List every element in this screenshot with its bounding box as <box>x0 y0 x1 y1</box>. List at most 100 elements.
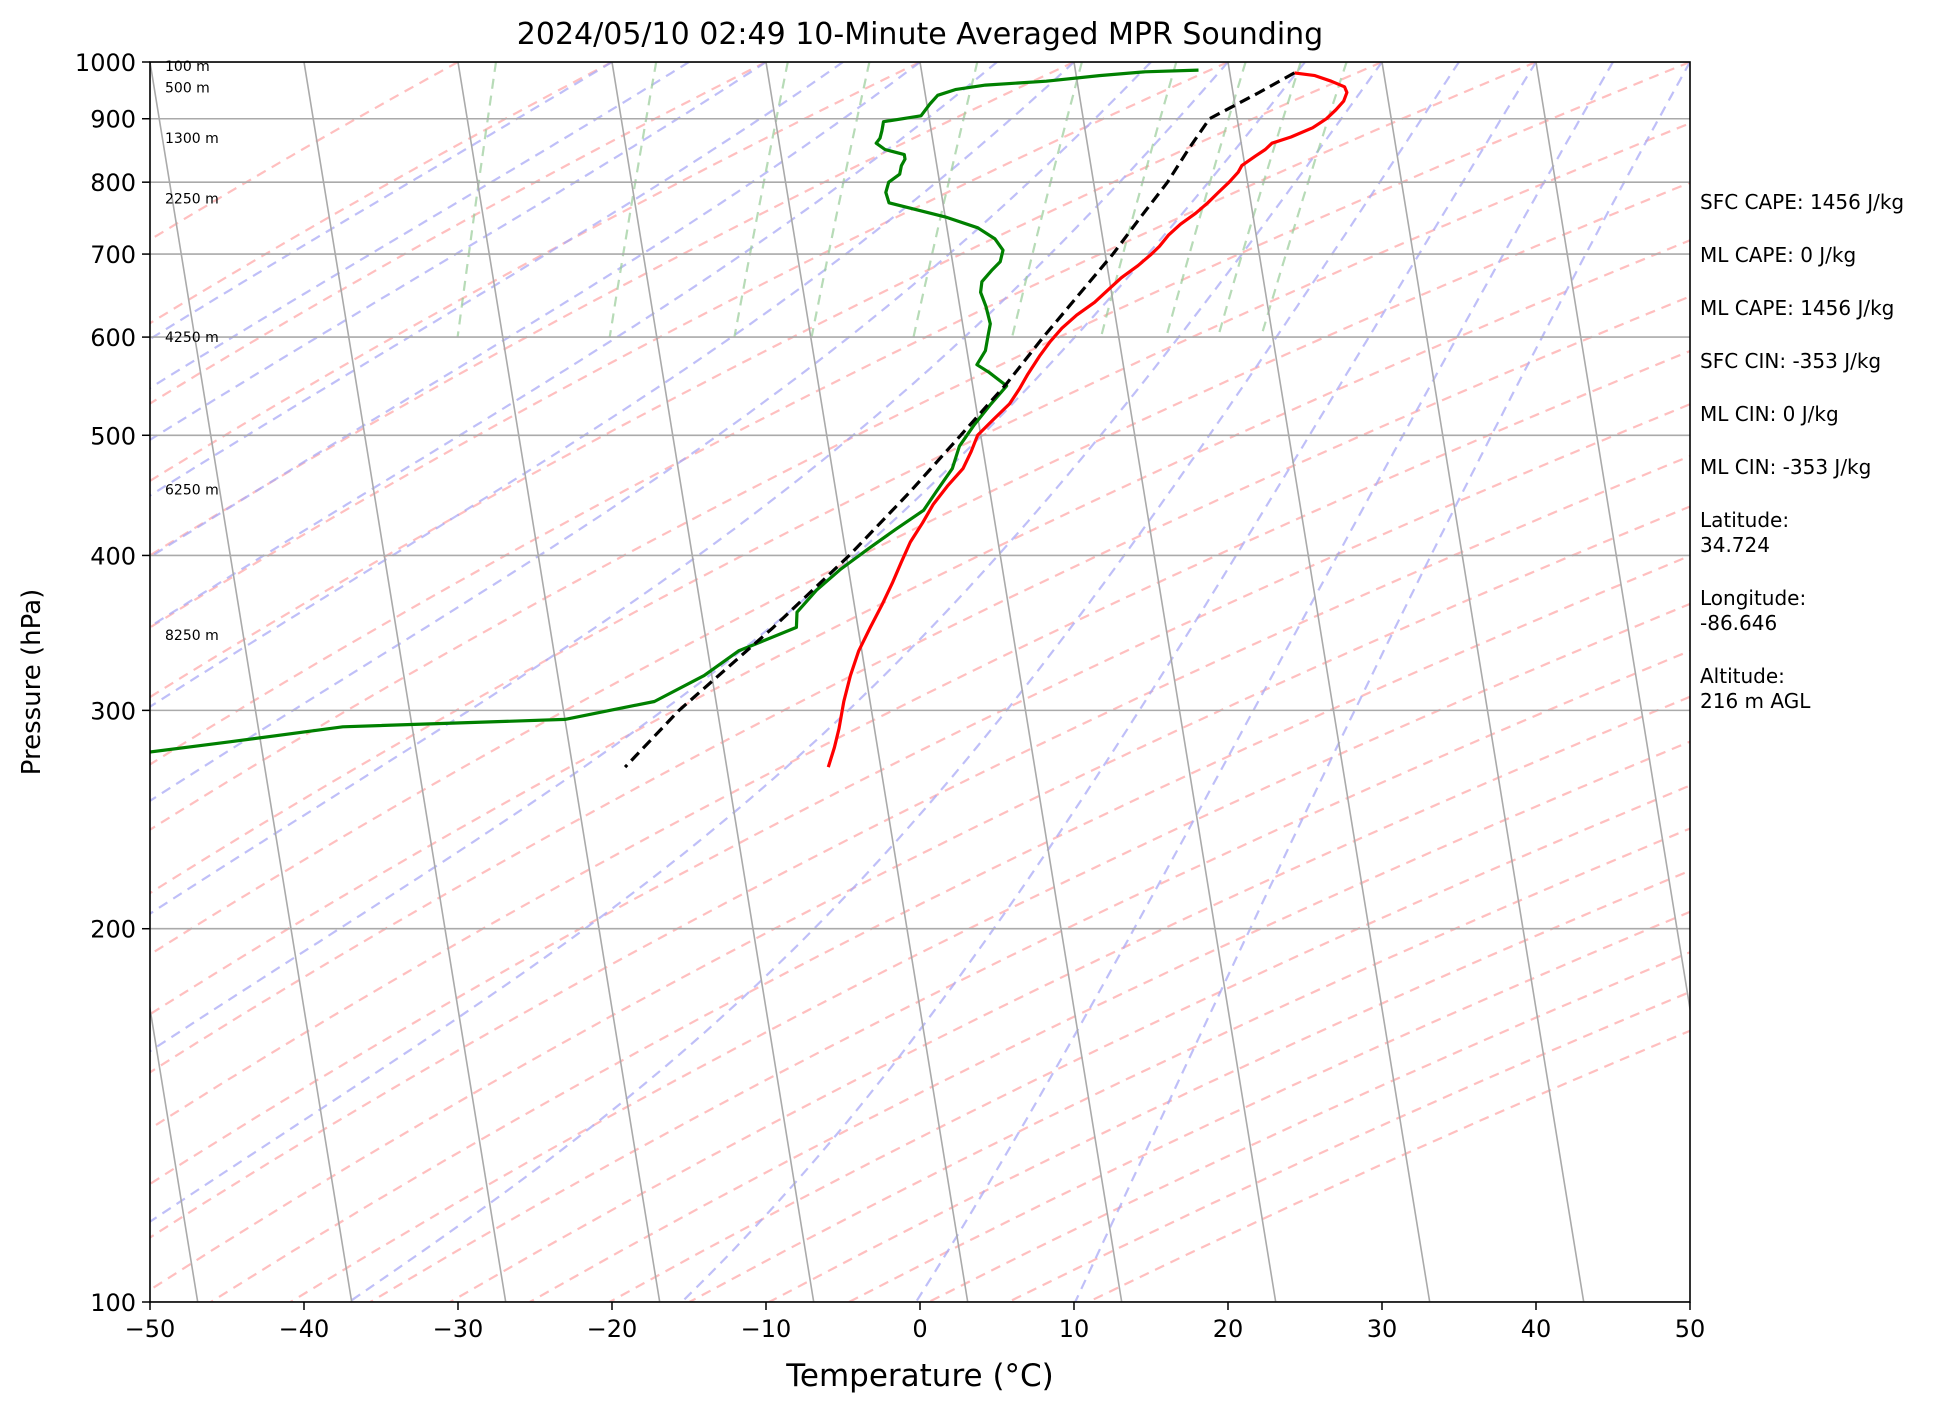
x-tick-label: 50 <box>1675 1315 1706 1343</box>
height-labels: 8250 m 6250 m 4250 m 2250 m 1300 m 500 m 100 m <box>165 59 219 644</box>
moist-adiabat-line <box>150 62 1075 709</box>
moist-adiabat-line <box>681 62 1537 1302</box>
isotherm-line <box>150 1003 199 1302</box>
height-label: 2250 m <box>165 192 219 208</box>
altitude-value: 216 m AGL <box>1700 689 1811 713</box>
longitude: Longitude: -86.646 <box>1700 586 1930 636</box>
moist-adiabat-line <box>150 62 1229 915</box>
y-tick-label: 400 <box>90 542 136 570</box>
mixing-ratio-line <box>608 62 658 338</box>
y-axis: 100 200 300 400 500 600 700 800 900 1000 <box>75 49 150 1317</box>
dry-adiabat-line <box>150 62 1383 699</box>
dry-adiabat-line <box>150 349 1690 1131</box>
sounding-stats: SFC CAPE: 1456 J/kg ML CAPE: 0 J/kg ML C… <box>1700 190 1930 742</box>
moist-adiabat-line <box>150 62 998 628</box>
x-tick-label: 40 <box>1521 1315 1552 1343</box>
parcel-path-line <box>623 71 1296 769</box>
dry-adiabat-line <box>609 784 1690 1302</box>
dry-adiabat-line <box>150 122 1690 895</box>
altitude-label: Altitude: <box>1700 664 1785 688</box>
x-tick-label: −50 <box>125 1315 176 1343</box>
dry-adiabat-line <box>150 181 1690 956</box>
mixing-ratio-line <box>1165 62 1247 338</box>
dry-adiabat-line <box>150 62 767 405</box>
y-axis-label: Pressure (hPa) <box>17 589 47 776</box>
moist-adiabat-line <box>150 62 767 442</box>
longitude-label: Longitude: <box>1700 586 1807 610</box>
isotherm-line <box>1073 62 1277 1302</box>
height-label: 4250 m <box>165 330 219 346</box>
ml-cin-first: ML CIN: 0 J/kg <box>1700 402 1839 426</box>
y-tick-label: 300 <box>90 697 136 725</box>
dry-adiabat-line <box>150 62 1075 557</box>
ml-cape-second: ML CAPE: 1456 J/kg <box>1700 296 1895 320</box>
temperature-line <box>826 71 1349 768</box>
isotherm-line <box>457 62 661 1302</box>
ml-cape-first: ML CAPE: 0 J/kg <box>1700 243 1857 267</box>
moist-adiabat-line <box>150 62 844 497</box>
dry-adiabat-line <box>529 740 1690 1302</box>
data-series <box>150 68 1349 769</box>
background-lines <box>150 62 1690 1302</box>
isotherm-line <box>150 62 353 1302</box>
isotherm-line <box>611 62 815 1302</box>
isotherm-line <box>303 62 507 1302</box>
latitude-label: Latitude: <box>1700 508 1790 532</box>
mixing-ratio-line <box>912 62 979 338</box>
isotherm-line <box>1381 62 1585 1302</box>
x-tick-label: 10 <box>1059 1315 1090 1343</box>
moist-adiabat-line <box>150 62 613 341</box>
dry-adiabat-line <box>150 62 921 483</box>
moist-adiabat-line <box>150 62 1152 803</box>
x-tick-label: 20 <box>1213 1315 1244 1343</box>
altitude: Altitude: 216 m AGL <box>1700 664 1930 714</box>
latitude-value: 34.724 <box>1700 533 1770 557</box>
height-label: 6250 m <box>165 483 219 499</box>
isotherm-line <box>1227 62 1431 1302</box>
y-tick-label: 1000 <box>75 49 136 77</box>
mixing-ratio-line <box>733 62 789 338</box>
dry-adiabat-line <box>150 62 1229 629</box>
moist-adiabat-line <box>348 62 1460 1302</box>
x-tick-label: 0 <box>912 1315 927 1343</box>
isotherm-line <box>765 62 969 1302</box>
x-tick-label: −10 <box>741 1315 792 1343</box>
y-tick-label: 700 <box>90 241 136 269</box>
height-label: 500 m <box>165 80 210 96</box>
chart-title: 2024/05/10 02:49 10-Minute Averaged MPR … <box>517 17 1323 52</box>
x-tick-label: 30 <box>1367 1315 1398 1343</box>
longitude-value: -86.646 <box>1700 611 1778 635</box>
moist-adiabat-line <box>150 62 1306 1053</box>
y-tick-label: 200 <box>90 916 136 944</box>
dry-adiabat-line <box>150 62 459 241</box>
isotherm-line <box>919 62 1123 1302</box>
x-axis: −50 −40 −30 −20 −10 0 10 20 30 40 50 <box>125 1302 1706 1343</box>
moist-adiabat-line <box>150 62 1383 1224</box>
dry-adiabat-line <box>289 602 1690 1302</box>
height-label: 100 m <box>165 59 210 75</box>
dry-adiabat-line <box>150 62 1537 766</box>
dry-adiabat-line <box>150 295 1690 1074</box>
dewpoint-line <box>150 68 1199 754</box>
ml-cin-second: ML CIN: -353 J/kg <box>1700 455 1872 479</box>
y-tick-label: 100 <box>90 1289 136 1317</box>
x-tick-label: −20 <box>587 1315 638 1343</box>
dry-adiabat-line <box>150 62 1690 831</box>
height-label: 8250 m <box>165 628 219 644</box>
dry-adiabat-line <box>150 239 1690 1016</box>
y-tick-label: 800 <box>90 169 136 197</box>
latitude: Latitude: 34.724 <box>1700 508 1930 558</box>
x-axis-label: Temperature (°C) <box>785 1358 1054 1394</box>
y-tick-label: 900 <box>90 106 136 134</box>
dry-adiabat-line <box>150 403 1690 1186</box>
sfc-cin: SFC CIN: -353 J/kg <box>1700 349 1882 373</box>
mixing-ratio-line <box>1216 62 1302 338</box>
moist-adiabat-line <box>915 62 1614 1302</box>
y-tick-label: 500 <box>90 422 136 450</box>
dry-adiabat-line <box>210 554 1690 1302</box>
sfc-cape: SFC CAPE: 1456 J/kg <box>1700 190 1905 214</box>
mixing-ratio-line <box>1011 62 1083 338</box>
x-tick-label: −40 <box>279 1315 330 1343</box>
moist-adiabat-line <box>1074 62 1690 1302</box>
